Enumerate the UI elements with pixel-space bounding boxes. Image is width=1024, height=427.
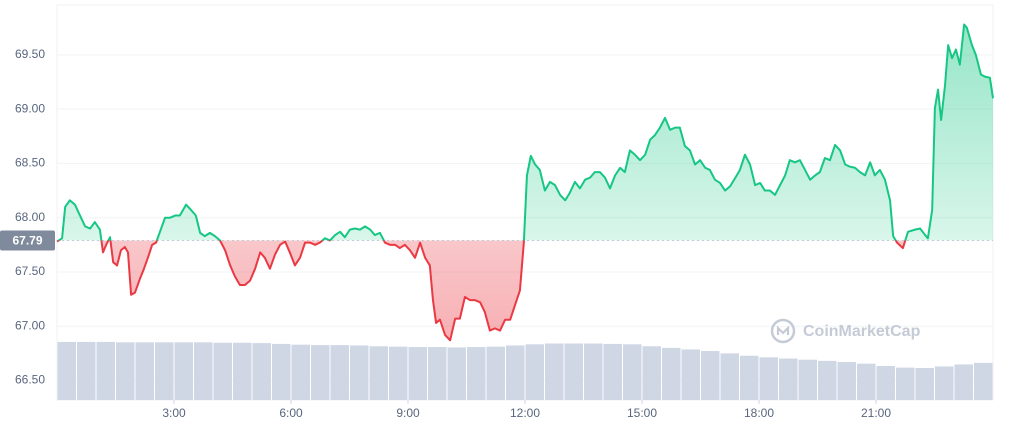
area-up [58, 24, 993, 241]
volume-bar [857, 363, 876, 400]
y-tick-label: 69.50 [15, 47, 45, 61]
volume-bar [974, 362, 993, 400]
volume-bar [155, 342, 174, 400]
volume-bar [779, 358, 798, 400]
volume-bar [584, 343, 603, 400]
x-tick-label: 6:00 [279, 406, 303, 420]
volume-bar [896, 367, 915, 400]
volume-bar [291, 344, 310, 400]
volume-bar [603, 343, 622, 400]
volume-bar [759, 357, 778, 400]
volume-bar [447, 347, 466, 400]
volume-bar [233, 342, 252, 400]
volume-bar [623, 344, 642, 400]
volume-bar [545, 343, 564, 400]
volume-bar [837, 362, 856, 400]
volume-bar [467, 347, 486, 400]
volume-bar [389, 346, 408, 400]
volume-bar [525, 344, 544, 400]
volume-bar [506, 345, 525, 400]
volume-bar [720, 353, 739, 400]
price-line-down [56, 240, 907, 342]
volume-bar [311, 345, 330, 400]
volume-bar [915, 368, 934, 400]
volume-bar [194, 342, 213, 400]
volume-bar [408, 347, 427, 400]
volume-bar [96, 341, 115, 400]
volume-bar [77, 341, 96, 400]
volume-bar [174, 342, 193, 400]
baseline-label: 67.79 [12, 234, 42, 248]
volume-bar [954, 364, 973, 400]
x-tick-label: 15:00 [627, 406, 657, 420]
x-tick-label: 9:00 [396, 406, 420, 420]
watermark-logo [770, 318, 796, 344]
volume-bar [330, 345, 349, 400]
volume-bar [642, 346, 661, 400]
volume-bar [798, 359, 817, 400]
x-tick-label: 21:00 [861, 406, 891, 420]
baseline-label-box [0, 230, 55, 251]
volume-bar [681, 349, 700, 400]
y-tick-label: 67.00 [15, 318, 45, 332]
volume-bar [272, 343, 291, 400]
watermark-logo-mark [776, 325, 790, 335]
x-tick-label: 12:00 [510, 406, 540, 420]
volume-bar [818, 360, 837, 400]
volume-bar [116, 342, 135, 400]
y-tick-label: 68.00 [15, 210, 45, 224]
y-tick-label: 67.50 [15, 264, 45, 278]
x-tick-label: 3:00 [162, 406, 186, 420]
y-tick-label: 68.50 [15, 156, 45, 170]
volume-bar [662, 347, 681, 400]
watermark-text: CoinMarketCap [803, 323, 921, 340]
volume-bar [252, 343, 271, 400]
x-tick-label: 18:00 [744, 406, 774, 420]
volume-bar [740, 355, 759, 400]
volume-bar [876, 366, 895, 400]
price-line-up [56, 23, 994, 241]
volume-bar [564, 343, 583, 400]
volume-bar [135, 342, 154, 400]
volume-bar [57, 341, 76, 400]
volume-bar [486, 346, 505, 400]
watermark: CoinMarketCap [770, 318, 921, 344]
y-tick-label: 69.00 [15, 101, 45, 115]
y-tick-label: 66.50 [15, 373, 45, 387]
volume-bar [369, 346, 388, 400]
volume-bar [935, 366, 954, 400]
volume-bar [701, 351, 720, 400]
volume-bar [428, 347, 447, 400]
volume-bar [213, 342, 232, 400]
volume-bar [350, 345, 369, 400]
